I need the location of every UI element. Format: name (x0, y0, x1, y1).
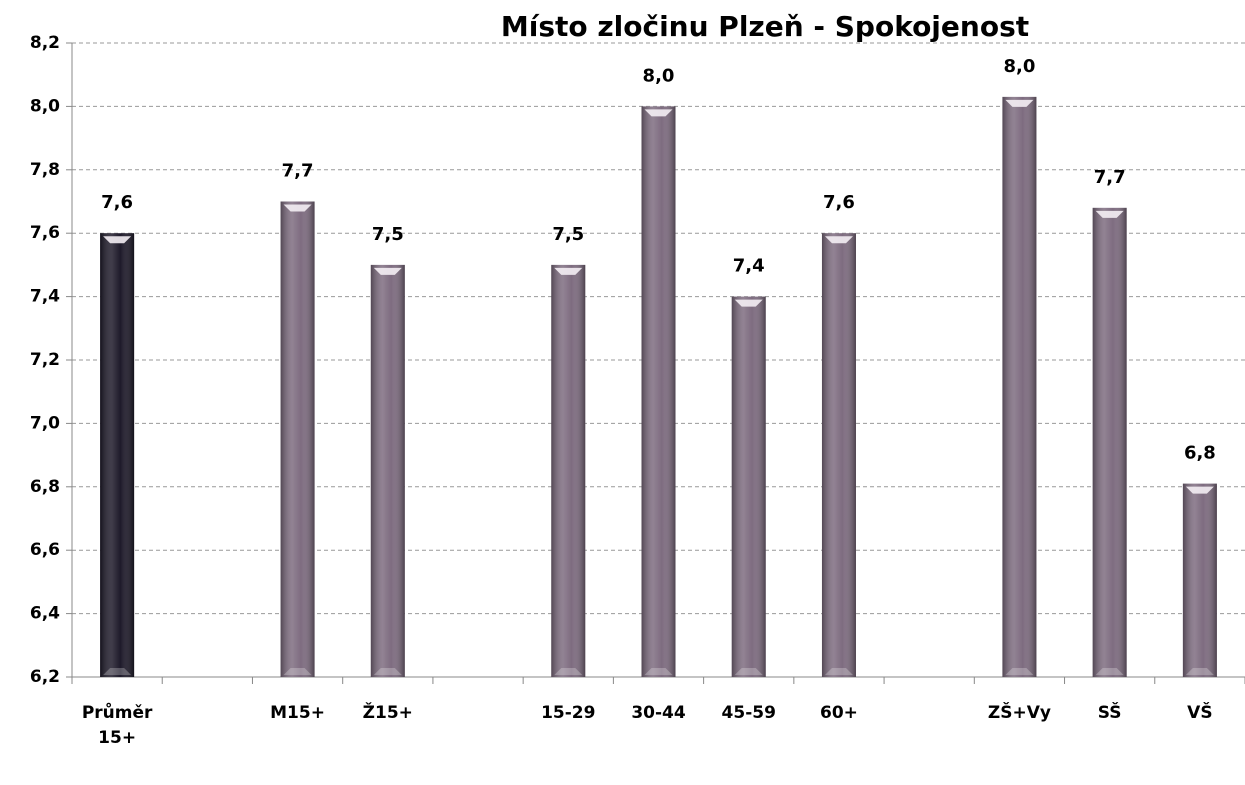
bar-shade (641, 106, 676, 677)
bar-shade (821, 233, 856, 677)
value-label: 6,8 (1184, 443, 1216, 464)
bar-base (1185, 668, 1214, 675)
x-tick-label: 15-29 (541, 703, 596, 723)
value-label: 7,7 (1094, 167, 1126, 188)
bar-shade (100, 233, 135, 677)
y-tick-label: 6,2 (30, 667, 60, 687)
value-label: 7,6 (823, 192, 855, 213)
bar-cap (373, 267, 402, 275)
bar-cap (554, 267, 583, 275)
x-tick-label: 45-59 (721, 703, 776, 723)
bar-shade (1092, 207, 1127, 677)
y-tick-label: 7,4 (30, 287, 60, 307)
bar-base (373, 668, 402, 675)
value-label: 7,6 (101, 192, 133, 213)
bar-base (283, 668, 312, 675)
bar-shade (280, 201, 315, 677)
value-label: 8,0 (1003, 56, 1035, 77)
x-tick-label: Ž15+ (362, 703, 413, 723)
x-tick-label: ZŠ+Vy (987, 703, 1051, 723)
y-tick-label: 6,4 (30, 604, 60, 624)
bar-base (1005, 668, 1034, 675)
bar-shade (370, 264, 405, 677)
y-tick-label: 6,6 (30, 540, 60, 560)
value-label: 7,5 (552, 224, 584, 245)
bar-base (103, 668, 132, 675)
x-tick-label: M15+ (270, 703, 325, 723)
bar-base (1095, 668, 1124, 675)
bar-shade (1002, 96, 1037, 677)
x-tick-label: SŠ (1097, 703, 1122, 723)
bar-cap (824, 236, 853, 244)
y-tick-label: 6,8 (30, 477, 60, 497)
bar-base (734, 668, 763, 675)
bar-shade (731, 296, 766, 677)
y-tick-label: 8,2 (30, 33, 60, 53)
value-label: 7,5 (372, 224, 404, 245)
value-label: 7,4 (733, 256, 765, 277)
x-tick-label: VŠ (1187, 703, 1213, 723)
value-label: 7,7 (282, 161, 314, 182)
bar-shade (1182, 483, 1217, 677)
bar-base (824, 668, 853, 675)
x-tick-label: 60+ (820, 703, 858, 723)
bar-base (554, 668, 583, 675)
bar-base (644, 668, 673, 675)
bar-cap (734, 299, 763, 307)
y-tick-label: 7,0 (30, 413, 60, 433)
bar-cap (103, 236, 132, 244)
bar-cap (644, 109, 673, 117)
x-tick-label: 30-44 (631, 703, 686, 723)
x-tick-label: Průměr 15+ (81, 703, 153, 748)
bar-cap (1185, 486, 1214, 494)
y-tick-label: 7,8 (30, 160, 60, 180)
y-tick-label: 8,0 (30, 96, 60, 116)
y-tick-label: 7,6 (30, 223, 60, 243)
bar-cap (1005, 99, 1034, 107)
value-label: 8,0 (643, 65, 675, 86)
bar-cap (1095, 210, 1124, 218)
chart-title: Místo zločinu Plzeň - Spokojenost (501, 10, 1029, 43)
bar-shade (551, 264, 586, 677)
bar-cap (283, 204, 312, 212)
y-tick-label: 7,2 (30, 350, 60, 370)
